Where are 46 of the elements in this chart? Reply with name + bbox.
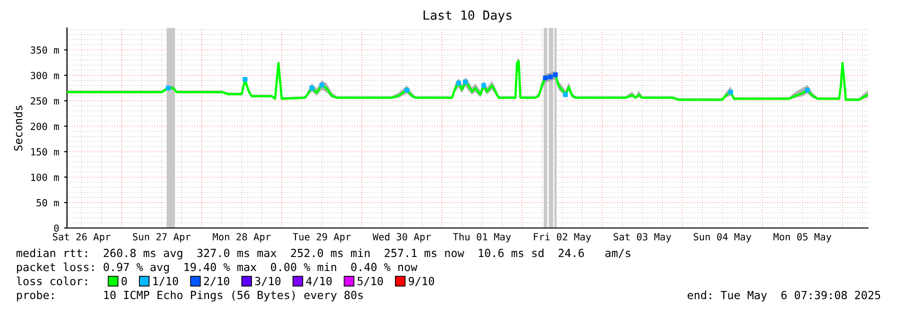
legend-label: 3/10 [255, 276, 280, 286]
point [456, 80, 462, 86]
x-tick-label: Fri 02 May [534, 232, 592, 242]
point [728, 90, 734, 95]
point [166, 86, 171, 90]
x-tick-label: Mon 28 Apr [212, 233, 271, 242]
point [805, 88, 810, 92]
point [462, 80, 468, 84]
y-tick-label: 0 [54, 224, 59, 232]
y-tick-label: 100 m [31, 174, 59, 181]
legend-label: 9/10 [408, 276, 434, 286]
x-tick-label: Mon 05 May [774, 233, 832, 242]
y-tick-label: 50 m [36, 199, 59, 206]
y-tick-label: 250 m [30, 97, 59, 105]
point [319, 82, 324, 88]
point [242, 77, 248, 82]
point [563, 92, 568, 98]
x-tick-label: Sat 26 Apr [52, 233, 110, 242]
y-tick-label: 150 m [31, 148, 59, 156]
x-tick-label: Thu 01 May [452, 232, 511, 242]
x-tick-label: Sat 03 May [614, 233, 672, 242]
legend-label: 4/10 [306, 276, 332, 286]
text: packet loss: 0.97 % avg 19.40 % max 0.00 % min 0.40 % now [17, 262, 418, 274]
point [404, 88, 410, 92]
y-tick-label: 200 m [30, 122, 59, 130]
y-axis-title: Seconds [14, 106, 22, 151]
legend-label: 2/10 [204, 276, 230, 286]
point [548, 74, 553, 80]
legend-title: loss color: [16, 276, 87, 286]
x-tick-label: Sun 27 Apr [133, 233, 191, 242]
point [553, 72, 558, 78]
point [309, 86, 314, 90]
y-tick-label: 350 m [30, 46, 59, 54]
x-tick-label: Tue 29 Apr [292, 233, 351, 242]
legend-label: 0 [122, 276, 127, 286]
x-tick-label: Sun 04 May [694, 233, 752, 242]
x-tick-label: Wed 30 Apr [372, 232, 431, 242]
text: median rtt: 260.8 ms avg 327.0 ms max 252.0 ms min 257.1 ms now 10.6 ms sd 24.6 am/s [16, 248, 630, 260]
legend-label: 5/10 [358, 276, 383, 286]
text: probe: 10 ICMP Echo Pings (56 Bytes) every 80s [17, 290, 363, 302]
chart-title: Last 10 Days [424, 10, 512, 22]
point [481, 83, 486, 88]
point [543, 75, 548, 80]
legend-label: 1/10 [153, 276, 178, 286]
y-tick-label: 300 m [30, 72, 59, 80]
text: end: Tue May 6 07:39:08 2025 [688, 290, 880, 302]
